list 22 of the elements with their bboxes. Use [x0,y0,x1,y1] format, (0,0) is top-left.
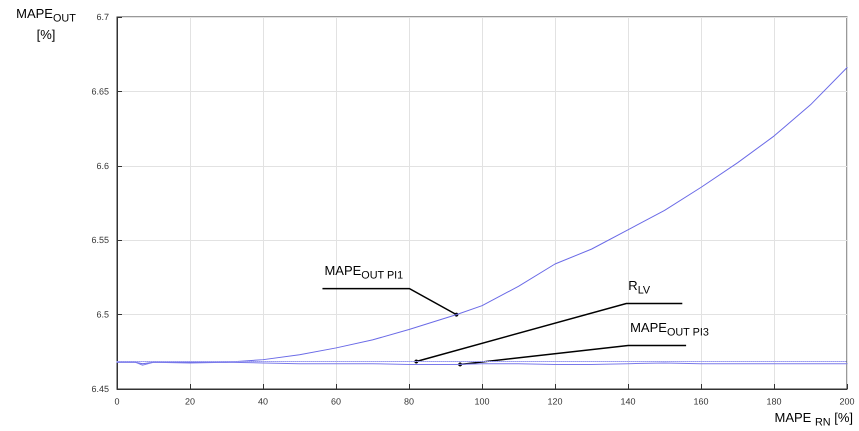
x-tick-label: 100 [474,396,490,406]
y-tick-label: 6.55 [91,235,109,246]
x-tick-label: 80 [404,396,414,406]
x-tick-label: 160 [693,396,709,406]
y-tick-label: 6.6 [96,160,109,171]
x-tick-label: 120 [547,396,563,406]
annotation: MAPE$_{OUT PI1}$ [324,263,404,284]
y-tick-label: 6.5 [96,310,109,320]
x-tick-label: 20 [184,396,196,406]
x-axis-title: MAPE $_{RN}$ [%] [774,410,853,431]
y-axis-title: MAPE$_{OUT}$ [%] [15,6,77,42]
y-tick-label: 6.65 [91,86,109,96]
x-tick-label: 180 [766,396,782,406]
annotation: R$_{LV}$ [628,278,650,298]
x-tick-label: 0 [114,396,120,406]
x-tick-label: 40 [258,396,268,406]
x-tick-label: 140 [620,396,636,406]
x-tick-label: 200 [839,396,855,406]
annotation: MAPE$_{OUT PI3}$ [630,320,709,340]
y-tick-label: 6.7 [96,12,109,22]
x-tick-label: 60 [330,396,342,406]
y-tick-label: 6.45 [91,384,109,394]
